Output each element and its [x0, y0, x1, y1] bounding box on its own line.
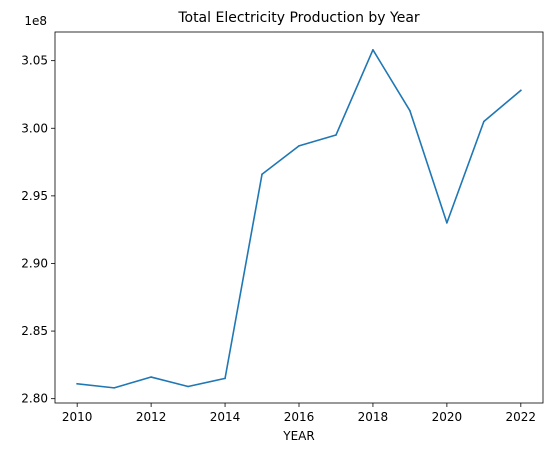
x-tick-label: 2020 — [432, 410, 463, 424]
data-point — [446, 222, 448, 224]
data-point — [150, 376, 152, 378]
x-tick-label: 2012 — [136, 410, 167, 424]
data-point — [335, 134, 337, 136]
x-tick-label: 2018 — [358, 410, 389, 424]
series-line — [76, 49, 522, 389]
y-tick-label: 2.95 — [21, 189, 48, 203]
x-tick-label: 2010 — [62, 410, 93, 424]
y-tick-label: 3.00 — [21, 121, 48, 135]
data-point — [520, 89, 522, 92]
data-point — [261, 173, 263, 176]
data-point — [483, 120, 485, 123]
x-tick-label: 2014 — [210, 410, 241, 424]
series-layer — [76, 49, 522, 389]
data-point — [409, 109, 411, 112]
data-point — [298, 145, 300, 147]
chart-title: Total Electricity Production by Year — [177, 10, 420, 26]
plot-frame — [54, 31, 544, 404]
data-point — [76, 383, 78, 385]
y-tick-label: 2.85 — [21, 324, 48, 338]
y-axis: 2.80 2.85 2.90 2.95 3.00 3.05 — [21, 54, 55, 406]
x-axis: 2010 2012 2014 2016 2018 2020 2022 — [62, 403, 536, 424]
y-tick-label: 2.80 — [21, 392, 48, 406]
y-tick-label: 2.90 — [21, 256, 48, 270]
x-tick-label: 2016 — [284, 410, 315, 424]
y-tick-label: 3.05 — [21, 54, 48, 68]
data-point — [187, 385, 189, 388]
data-point — [372, 49, 374, 51]
data-point — [113, 387, 115, 389]
data-point — [224, 377, 226, 380]
y-offset-label: 1e8 — [24, 14, 47, 28]
x-axis-label: YEAR — [282, 429, 314, 443]
x-tick-label: 2022 — [506, 410, 537, 424]
